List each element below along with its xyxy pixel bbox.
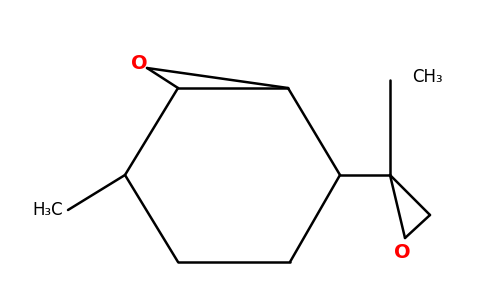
Text: O: O xyxy=(394,244,411,262)
Text: CH₃: CH₃ xyxy=(412,68,442,86)
Text: H₃C: H₃C xyxy=(32,201,63,219)
Text: O: O xyxy=(132,54,148,73)
